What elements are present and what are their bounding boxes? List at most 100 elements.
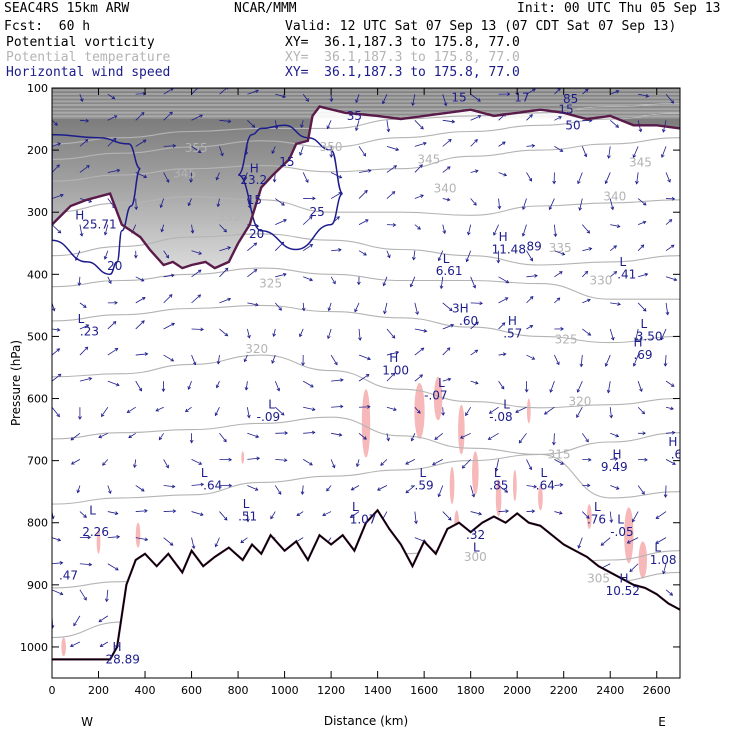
forecast-hour: Fcst: 60 h	[4, 19, 91, 34]
wind-vector-head	[471, 493, 476, 498]
theta-label: 325	[259, 277, 282, 291]
wind-vector-head	[377, 487, 381, 491]
wind-vector-head	[114, 300, 118, 305]
wind-vector	[302, 459, 313, 466]
wind-vector	[70, 641, 81, 647]
wind-vector	[106, 589, 109, 602]
wind-vector	[440, 276, 444, 289]
wind-vector-head	[584, 270, 589, 275]
wind-vector-head	[216, 360, 221, 365]
wind-vector	[135, 510, 148, 512]
wind-vector-head	[52, 307, 56, 312]
wind-vector-head	[473, 202, 477, 206]
wind-vector-head	[465, 258, 470, 263]
wind-vector-head	[670, 244, 675, 249]
wind-vector	[515, 406, 527, 413]
wind-vector-head	[355, 99, 359, 104]
wind-vector	[637, 406, 645, 415]
wind-vector	[355, 120, 360, 131]
extremum-label: .85	[489, 478, 508, 492]
wind-vector	[386, 120, 390, 132]
wind-vector	[442, 378, 451, 382]
wind-vector-head	[112, 137, 117, 142]
wind-vector	[52, 224, 61, 234]
wind-vector	[637, 302, 647, 312]
wind-vector	[386, 372, 395, 382]
wind-vector	[271, 146, 276, 154]
wind-vector	[413, 250, 416, 260]
wind-vector-head	[326, 487, 330, 492]
extremum-label: L	[89, 503, 96, 517]
wind-vector-head	[362, 152, 367, 157]
wind-vector	[219, 328, 228, 337]
wind-vector-head	[364, 189, 368, 194]
wind-vector-head	[254, 487, 259, 491]
wind-vector	[78, 276, 81, 286]
wind-vector-head	[200, 327, 204, 332]
extremum-label: 6.61	[436, 264, 463, 278]
wind-vector-head	[111, 95, 116, 100]
wind-vector-head	[350, 487, 355, 491]
wind-vector	[554, 354, 560, 365]
wind-vector-head	[57, 142, 62, 146]
wind-vector	[191, 354, 196, 365]
wind-vector-head	[113, 115, 118, 119]
wind-vector	[600, 537, 611, 546]
wind-vector-head	[98, 434, 103, 439]
x-tick-label: 2600	[643, 684, 671, 697]
wind-vector	[465, 407, 472, 416]
extremum-label: .51	[238, 510, 257, 524]
wind-vector	[637, 244, 644, 251]
wind-vector	[609, 407, 612, 418]
wind-vector	[633, 146, 639, 158]
wind-vector	[638, 93, 649, 97]
wind-vector-head	[228, 457, 233, 462]
wind-vector	[331, 379, 344, 382]
wind-vector-head	[198, 251, 203, 255]
wind-vector	[610, 302, 621, 305]
wind-vector	[52, 276, 53, 278]
wind-vector-head	[271, 360, 275, 364]
wind-vector	[655, 537, 667, 544]
wind-vector	[582, 247, 592, 252]
wind-vector	[190, 172, 192, 183]
init-time: Init: 00 UTC Thu 05 Sep 13	[517, 1, 721, 16]
wind-vector-head	[144, 352, 149, 356]
wind-vector-head	[108, 280, 112, 284]
wind-vector-head	[278, 307, 282, 311]
wind-vector-head	[663, 494, 668, 498]
wind-vector-head	[354, 308, 358, 313]
wind-vector-head	[670, 406, 674, 411]
wind-vector-head	[300, 491, 305, 495]
wind-vector-head	[331, 464, 336, 469]
wind-vector	[77, 485, 81, 493]
wind-vector-head	[253, 269, 258, 273]
wind-vector	[665, 380, 675, 387]
plot-frame	[51, 87, 681, 679]
x-end-label-west: W	[81, 715, 93, 729]
wind-vector-head	[309, 462, 313, 466]
wind-vector-head	[332, 280, 336, 285]
wind-vector-head	[338, 432, 343, 437]
wind-vector	[191, 459, 202, 465]
wind-vector-head	[140, 488, 145, 492]
wind-vector-head	[533, 484, 538, 489]
wind-vector	[358, 432, 367, 440]
wind-vector-head	[607, 155, 611, 159]
wind-vector	[665, 589, 673, 596]
wind-vector-head	[577, 544, 582, 549]
wind-vector-head	[500, 385, 505, 390]
wind-vector-head	[391, 191, 396, 195]
wind-vector-head	[133, 464, 137, 469]
wind-vector-head	[300, 124, 304, 129]
wind-vector-head	[529, 325, 534, 329]
wind-vector	[98, 432, 108, 438]
wind-vector-head	[224, 332, 229, 337]
wind-vector	[526, 459, 532, 470]
wind-vector-head	[446, 166, 451, 170]
wind-vector	[247, 457, 260, 460]
y-tick-label: 600	[27, 393, 48, 406]
wind-vector	[582, 224, 590, 234]
wind-vector	[102, 459, 109, 466]
